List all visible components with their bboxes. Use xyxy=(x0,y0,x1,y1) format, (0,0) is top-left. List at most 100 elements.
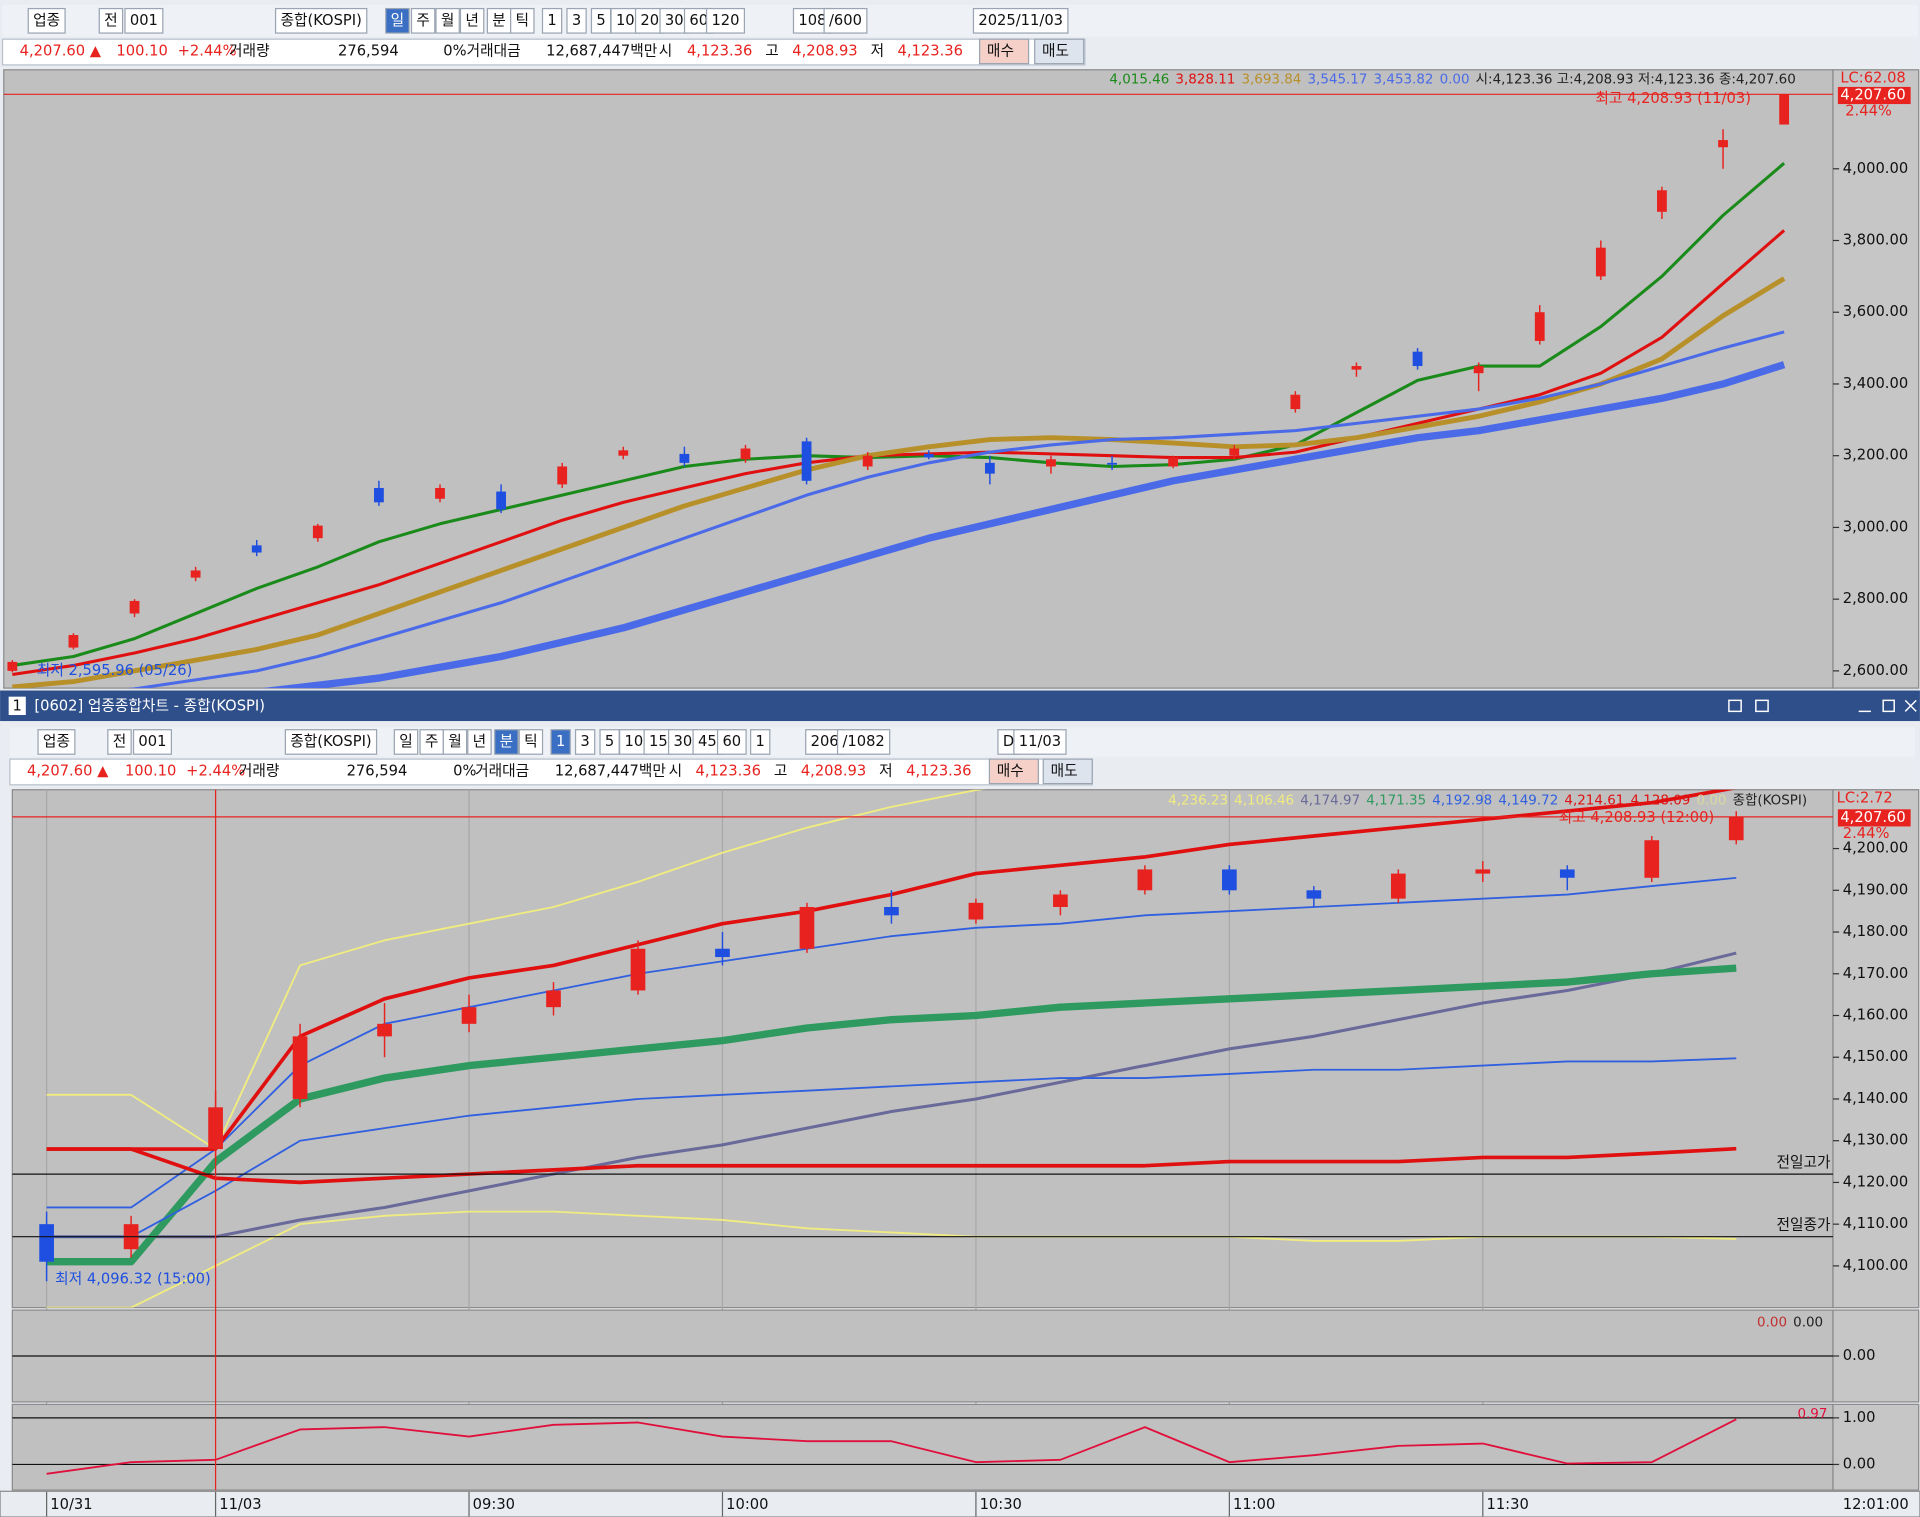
toolbar-button[interactable] xyxy=(836,729,891,755)
toolbar-label[interactable]: 45 xyxy=(698,733,717,750)
toolbar-label[interactable]: 종합(KOSPI) xyxy=(290,733,371,750)
toolbar-label[interactable]: 15 xyxy=(649,733,668,750)
toolbar-button[interactable] xyxy=(467,729,492,755)
toolbar-label[interactable]: 30 xyxy=(673,733,692,750)
maximize[interactable] xyxy=(1882,699,1895,713)
order-button[interactable] xyxy=(978,38,1030,65)
toolbar-button[interactable] xyxy=(643,729,674,755)
toolbar-label[interactable]: 120 xyxy=(711,12,739,29)
order-button-label[interactable]: 매수 xyxy=(997,762,1024,779)
toolbar-button[interactable] xyxy=(705,7,746,34)
order-button-label[interactable]: 매수 xyxy=(987,42,1014,59)
toolbar-label[interactable]: 일 xyxy=(391,12,405,29)
toolbar-label[interactable]: 5 xyxy=(605,733,614,750)
toolbar-label[interactable]: 분 xyxy=(500,733,514,750)
window-controls[interactable] xyxy=(1728,699,1917,713)
toolbar-label[interactable]: 분 xyxy=(492,12,506,29)
toolbar-button[interactable] xyxy=(972,7,1069,34)
toolbar-label[interactable]: 년 xyxy=(465,12,479,29)
toolbar-label[interactable]: 3 xyxy=(572,12,581,29)
toolbar-label[interactable]: 년 xyxy=(473,733,487,750)
toolbar-label[interactable]: 001 xyxy=(130,12,158,29)
toolbar-label[interactable]: 틱 xyxy=(516,12,530,29)
toolbar-button[interactable] xyxy=(494,729,519,755)
toolbar-label[interactable]: 30 xyxy=(665,12,684,29)
toolbar-label[interactable]: 1 xyxy=(756,733,765,750)
toolbar-button[interactable] xyxy=(518,729,544,755)
y-tick-label: 3,200.00 xyxy=(1843,447,1908,464)
toolbar-button[interactable] xyxy=(385,7,410,34)
toolbar-label[interactable]: 월 xyxy=(441,12,455,29)
toolbar-button[interactable] xyxy=(692,729,723,755)
toolbar-button[interactable] xyxy=(107,729,132,755)
candle-body xyxy=(312,525,323,539)
toolbar-button[interactable] xyxy=(442,729,468,755)
toolbar-label[interactable]: 206 xyxy=(811,733,839,750)
toolbar-label[interactable]: 업종 xyxy=(43,733,70,750)
indicator-line xyxy=(46,964,1737,1266)
toolbar-button[interactable] xyxy=(1013,729,1067,755)
order-button[interactable] xyxy=(988,758,1039,785)
toolbar-button[interactable] xyxy=(667,729,698,755)
toolbar-label[interactable]: 3 xyxy=(580,733,589,750)
toolbar-button[interactable] xyxy=(610,7,641,34)
toolbar-button[interactable] xyxy=(510,7,535,34)
toolbar-button[interactable] xyxy=(750,729,771,755)
toolbar-label[interactable]: 001 xyxy=(138,733,166,750)
toolbar-label[interactable]: 주 xyxy=(416,12,430,29)
toolbar-button[interactable] xyxy=(393,729,419,755)
value-axis xyxy=(1832,1309,1920,1403)
order-button[interactable] xyxy=(1042,758,1093,785)
toolbar-button[interactable] xyxy=(410,7,436,34)
close[interactable] xyxy=(1904,699,1917,712)
toolbar-button[interactable] xyxy=(659,7,690,34)
legend-entry: 3,693.84 xyxy=(1241,73,1301,88)
toolbar-label[interactable]: 틱 xyxy=(524,733,538,750)
toolbar-label[interactable]: 108 xyxy=(798,12,826,29)
y-tick-label: 1.00 xyxy=(1843,1409,1876,1426)
value-axis xyxy=(1832,789,1920,1309)
toolbar-label[interactable]: 11/03 xyxy=(1019,733,1061,750)
toolbar-label[interactable]: 1 xyxy=(547,12,556,29)
toolbar-label[interactable]: /600 xyxy=(829,12,862,29)
toolbar-label[interactable]: 5 xyxy=(596,12,605,29)
toolbar-button[interactable] xyxy=(37,729,76,755)
toolbar-button[interactable] xyxy=(716,729,747,755)
quote-field: 4,123.36 xyxy=(687,42,752,59)
toolbar-button[interactable] xyxy=(823,7,868,34)
toolbar-label[interactable]: 60 xyxy=(722,733,741,750)
order-button-label[interactable]: 매도 xyxy=(1042,42,1069,59)
toolbar-label[interactable]: 10 xyxy=(625,733,644,750)
toolbar-label[interactable]: 2025/11/03 xyxy=(978,12,1063,29)
toolbar-button[interactable] xyxy=(459,7,485,34)
toolbar-button[interactable] xyxy=(435,7,460,34)
toolbar-button[interactable] xyxy=(541,7,563,34)
icon[interactable] xyxy=(1728,699,1742,713)
toolbar-button[interactable] xyxy=(27,7,66,34)
toolbar-label[interactable]: 업종 xyxy=(33,12,60,29)
order-button[interactable] xyxy=(1034,38,1085,65)
toolbar-label[interactable]: 20 xyxy=(640,12,659,29)
toolbar-button[interactable] xyxy=(284,729,378,755)
toolbar-label[interactable]: 60 xyxy=(689,12,708,29)
toolbar-label[interactable]: 전 xyxy=(113,733,127,750)
toolbar-label[interactable]: 주 xyxy=(425,733,439,750)
toolbar-label[interactable]: 일 xyxy=(399,733,413,750)
toolbar-button[interactable] xyxy=(574,729,596,755)
toolbar-label[interactable]: 종합(KOSPI) xyxy=(280,12,361,29)
toolbar-label[interactable]: /1082 xyxy=(842,733,884,750)
toolbar-button[interactable] xyxy=(132,729,173,755)
toolbar-label[interactable]: 10 xyxy=(616,12,635,29)
toolbar-button[interactable] xyxy=(98,7,124,34)
toolbar-label[interactable]: 월 xyxy=(448,733,462,750)
icon[interactable] xyxy=(1755,699,1769,713)
toolbar-button[interactable] xyxy=(619,729,649,755)
toolbar-button[interactable] xyxy=(550,729,571,755)
toolbar-button[interactable] xyxy=(566,7,587,34)
toolbar-label[interactable]: 1 xyxy=(556,733,565,750)
toolbar-button[interactable] xyxy=(124,7,164,34)
toolbar-label[interactable]: D xyxy=(1003,733,1014,750)
order-button-label[interactable]: 매도 xyxy=(1051,762,1078,779)
toolbar-label[interactable]: 전 xyxy=(104,12,118,29)
toolbar-button[interactable] xyxy=(274,7,368,34)
